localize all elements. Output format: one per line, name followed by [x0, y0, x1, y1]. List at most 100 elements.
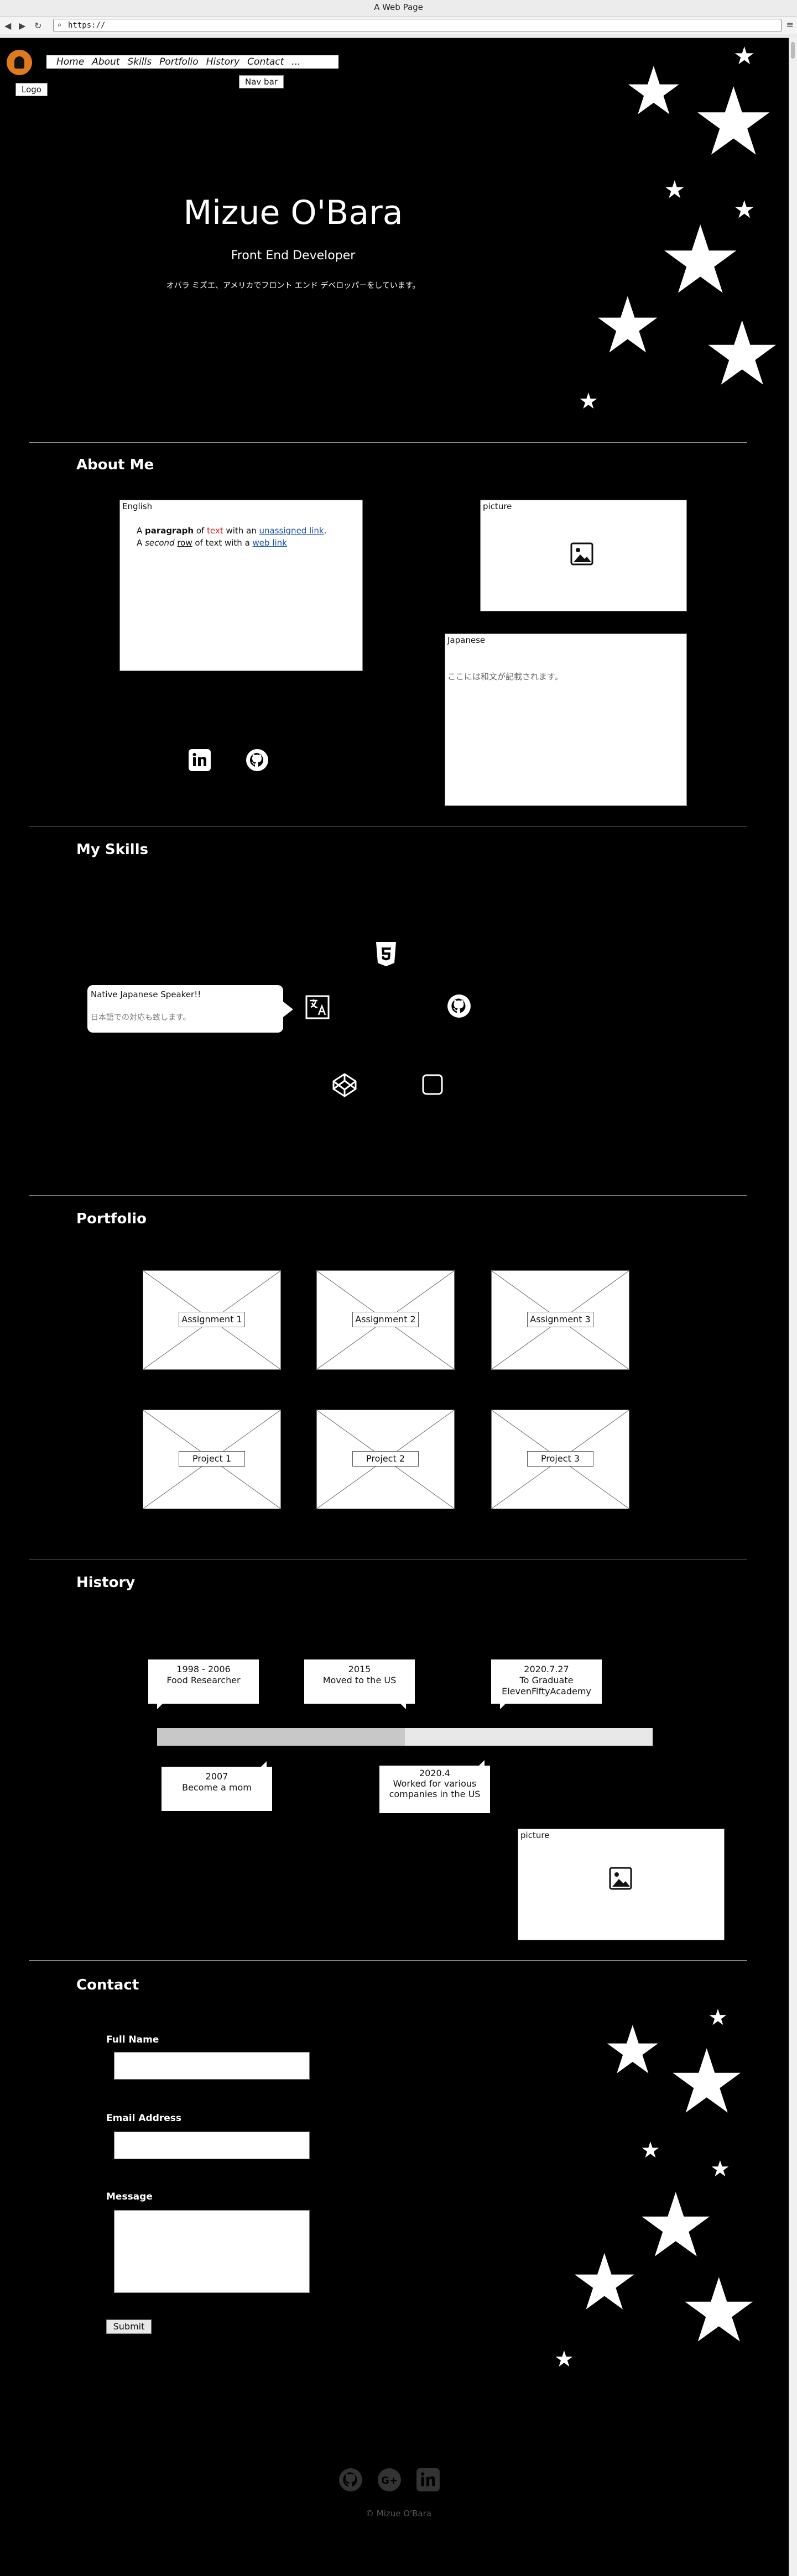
- timeline-event: 2007 Become a mom: [162, 1761, 272, 1811]
- timeline-event: 1998 - 2006 Food Researcher: [148, 1659, 259, 1709]
- nav-more[interactable]: ...: [291, 56, 301, 67]
- translate-icon[interactable]: [305, 995, 330, 1019]
- logo-icon[interactable]: [7, 50, 32, 75]
- scrollbar-thumb[interactable]: [791, 42, 795, 59]
- submit-button[interactable]: Submit: [106, 2320, 152, 2334]
- message-field[interactable]: [114, 2210, 310, 2293]
- nav-about[interactable]: About: [92, 56, 120, 67]
- image-icon: [570, 542, 593, 566]
- timeline-track: [405, 1728, 653, 1746]
- nav-skills[interactable]: Skills: [127, 56, 152, 67]
- card-label: Project 2: [352, 1451, 419, 1467]
- toolbar: ◀ ▶ ↻ ⌕ https:// ≡: [0, 17, 797, 34]
- portfolio-card[interactable]: Project 3: [491, 1410, 629, 1509]
- hero-tagline: オバラ ミズエ、アメリカでフロント エンド デベロッパーをしています。: [166, 281, 420, 290]
- event-date: 1998 - 2006: [176, 1664, 231, 1674]
- navbar-tooltip: Nav bar: [239, 75, 284, 88]
- star-icon: ★: [554, 2347, 574, 2372]
- star-icon: ★: [733, 196, 756, 224]
- reload-icon[interactable]: ↻: [34, 20, 42, 31]
- hero-role: Front End Developer: [231, 249, 356, 263]
- event-date: 2015: [348, 1664, 371, 1674]
- star-icon: ★: [579, 389, 598, 414]
- url-text: https://: [68, 21, 106, 30]
- nav-portfolio[interactable]: Portfolio: [159, 56, 199, 67]
- portfolio-title: Portfolio: [76, 1211, 147, 1227]
- event-text: To Graduate ElevenFiftyAcademy: [502, 1675, 591, 1697]
- tooltip-title: Native Japanese Speaker!!: [91, 989, 201, 999]
- tooltip-text: 日本語での対応も致します。: [91, 1013, 191, 1022]
- github-icon[interactable]: [447, 994, 471, 1018]
- star-icon: ★: [708, 2005, 728, 2030]
- portfolio-card[interactable]: Project 1: [143, 1410, 281, 1509]
- timeline-event: 2020.7.27 To Graduate ElevenFiftyAcademy: [491, 1659, 602, 1709]
- card-label: Project 1: [179, 1451, 245, 1467]
- google-plus-icon[interactable]: G+: [377, 2468, 402, 2492]
- search-icon: ⌕: [57, 21, 62, 30]
- window-title: A Web Page: [374, 2, 423, 12]
- picture-caption: picture: [520, 1830, 550, 1840]
- card-label: Project 3: [527, 1451, 593, 1467]
- history-title: History: [76, 1574, 136, 1591]
- event-text: Become a mom: [182, 1782, 252, 1793]
- about-picture: picture: [480, 500, 687, 611]
- message-label: Message: [106, 2191, 153, 2202]
- nav-contact[interactable]: Contact: [247, 56, 284, 67]
- picture-caption: picture: [483, 501, 512, 511]
- scrollbar[interactable]: [789, 38, 797, 2576]
- japanese-text: ここには和文が記載されます。: [447, 672, 563, 682]
- timeline-event: 2020.4 Worked for various companies in t…: [379, 1760, 490, 1813]
- portfolio-card[interactable]: Assignment 2: [316, 1270, 455, 1370]
- card-label: Assignment 2: [352, 1312, 419, 1327]
- github-icon[interactable]: [338, 2468, 363, 2492]
- hero-name: Mizue O'Bara: [183, 193, 403, 232]
- browser-chrome: A Web Page ◀ ▶ ↻ ⌕ https:// ≡: [0, 0, 797, 38]
- star-icon: ★: [624, 53, 684, 130]
- star-icon: ★: [691, 67, 776, 177]
- history-picture: picture: [518, 1829, 725, 1940]
- nav-history[interactable]: History: [206, 56, 240, 67]
- star-icon: ★: [679, 2259, 759, 2362]
- html5-icon[interactable]: [375, 942, 397, 966]
- event-date: 2020.4: [419, 1768, 450, 1778]
- github-icon[interactable]: [246, 748, 269, 772]
- divider: [29, 1960, 747, 1961]
- back-icon[interactable]: ◀: [4, 20, 12, 31]
- nav-bar: Home About Skills Portfolio History Cont…: [46, 55, 338, 69]
- star-icon: ★: [710, 2156, 730, 2182]
- card-label: Assignment 3: [527, 1312, 593, 1327]
- star-icon: ★: [702, 302, 782, 405]
- email-label: Email Address: [106, 2113, 182, 2124]
- portfolio-card[interactable]: Project 2: [316, 1410, 455, 1509]
- star-icon: ★: [640, 2138, 660, 2163]
- portfolio-card[interactable]: Assignment 3: [491, 1270, 629, 1370]
- svg-text:G+: G+: [381, 2475, 398, 2486]
- full-name-label: Full Name: [106, 2034, 159, 2045]
- star-icon: ★: [636, 2174, 716, 2277]
- codepen-icon[interactable]: [332, 1072, 357, 1098]
- english-paragraph: A paragraph of text with an unassigned l…: [137, 526, 327, 548]
- web-link[interactable]: web link: [252, 538, 287, 548]
- unassigned-link[interactable]: unassigned link: [259, 526, 324, 536]
- square-icon[interactable]: [421, 1074, 444, 1096]
- japanese-panel: Japanese ここには和文が記載されます。: [445, 633, 687, 806]
- nav-home[interactable]: Home: [56, 56, 85, 67]
- portfolio-card[interactable]: Assignment 1: [143, 1270, 281, 1370]
- japanese-caption: Japanese: [447, 635, 486, 645]
- card-label: Assignment 1: [179, 1312, 245, 1327]
- timeline-progress: [157, 1728, 405, 1746]
- english-panel: English A paragraph of text with an unas…: [119, 500, 363, 671]
- linkedin-icon[interactable]: [416, 2468, 440, 2492]
- event-text: Worked for various companies in the US: [389, 1778, 481, 1799]
- address-bar[interactable]: ⌕ https://: [53, 19, 782, 32]
- event-text: Food Researcher: [166, 1675, 241, 1685]
- email-field[interactable]: [114, 2132, 310, 2159]
- star-icon: ★: [664, 176, 686, 204]
- full-name-field[interactable]: [114, 2052, 310, 2080]
- logo-tooltip: Logo: [15, 83, 48, 96]
- forward-icon[interactable]: ▶: [19, 20, 26, 31]
- linkedin-icon[interactable]: [188, 748, 211, 772]
- divider: [29, 442, 747, 443]
- menu-icon[interactable]: ≡: [786, 19, 794, 30]
- about-title: About Me: [76, 457, 154, 473]
